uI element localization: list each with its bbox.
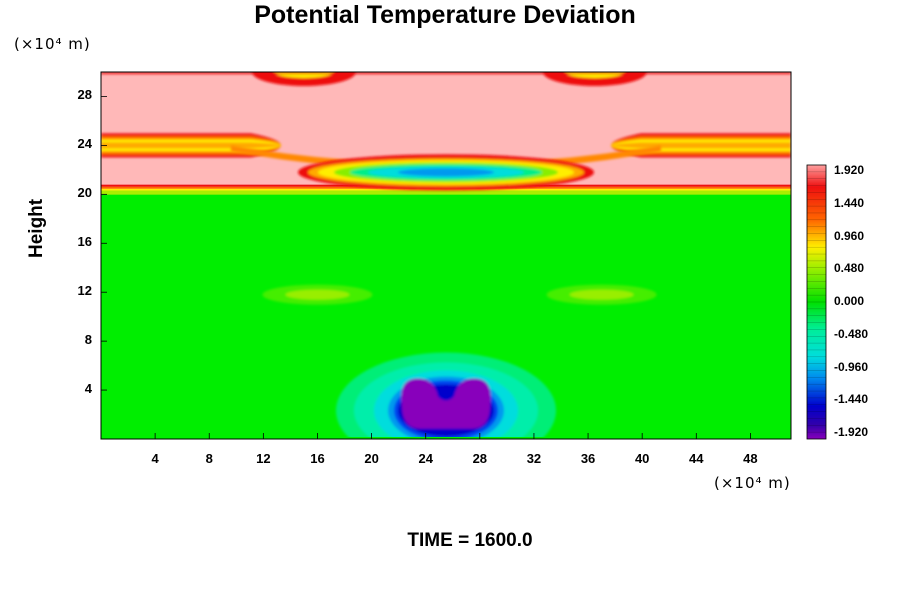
warm-patch — [546, 284, 657, 305]
colorbar-tick-label: 0.960 — [834, 228, 865, 243]
y-tick-label: 4 — [84, 381, 92, 397]
patch-inner — [569, 289, 634, 300]
chart-title: Potential Temperature Deviation — [254, 1, 636, 29]
x-tick-label: 36 — [580, 451, 596, 466]
x-tick-label: 8 — [205, 451, 213, 466]
ripple — [251, 72, 356, 86]
x-tick-label: 44 — [689, 451, 704, 466]
y-tick-label: 20 — [77, 185, 92, 201]
top-edge-band — [101, 72, 791, 74]
x-tick-label: 40 — [634, 451, 650, 466]
x-tick-label: 28 — [472, 451, 488, 466]
colorbar-tick-label: 0.000 — [834, 294, 865, 308]
bubble-core — [401, 378, 491, 429]
y-tick-label: 8 — [84, 332, 92, 348]
y-tick-label: 24 — [77, 136, 92, 152]
patch-inner — [285, 289, 350, 300]
colorbar-tick-label: -0.960 — [834, 359, 869, 374]
colorbar-tick-label: 0.480 — [834, 261, 865, 276]
cold-bubble — [336, 352, 556, 439]
colorbar-tick-label: -1.920 — [834, 425, 869, 439]
y-tick-label: 16 — [77, 234, 92, 250]
cold-lens — [298, 154, 594, 191]
time-footer: TIME = 1600.0 — [407, 530, 533, 551]
x-tick-label: 4 — [151, 451, 159, 466]
interface-band — [101, 190, 791, 195]
x-tick-label: 24 — [418, 451, 433, 466]
wave-band — [101, 142, 281, 149]
x-tick-label: 20 — [364, 451, 379, 466]
y-tick-label: 28 — [77, 87, 92, 103]
x-tick-label: 48 — [743, 451, 758, 466]
lens-band — [398, 168, 494, 177]
y-tick-label: 12 — [77, 283, 92, 299]
x-tick-label: 32 — [526, 451, 542, 466]
colorbar-tick-label: 1.920 — [834, 163, 865, 177]
colorbar-tick-label: -0.480 — [834, 326, 869, 341]
x-axis-unit: (×10⁴ m) — [714, 474, 791, 492]
wave-band — [611, 142, 791, 149]
x-tick-label: 12 — [256, 451, 271, 466]
colorbar-tick-label: -1.440 — [834, 392, 869, 407]
y-axis-unit: (×10⁴ m) — [14, 35, 91, 53]
warm-patch — [262, 284, 373, 305]
ripple — [542, 72, 647, 86]
bottom-edge — [101, 437, 791, 439]
x-tick-label: 16 — [310, 451, 325, 466]
top-ripples — [101, 72, 791, 86]
colorbar-tick-label: 1.440 — [834, 195, 865, 210]
plot-frame — [100, 71, 792, 440]
